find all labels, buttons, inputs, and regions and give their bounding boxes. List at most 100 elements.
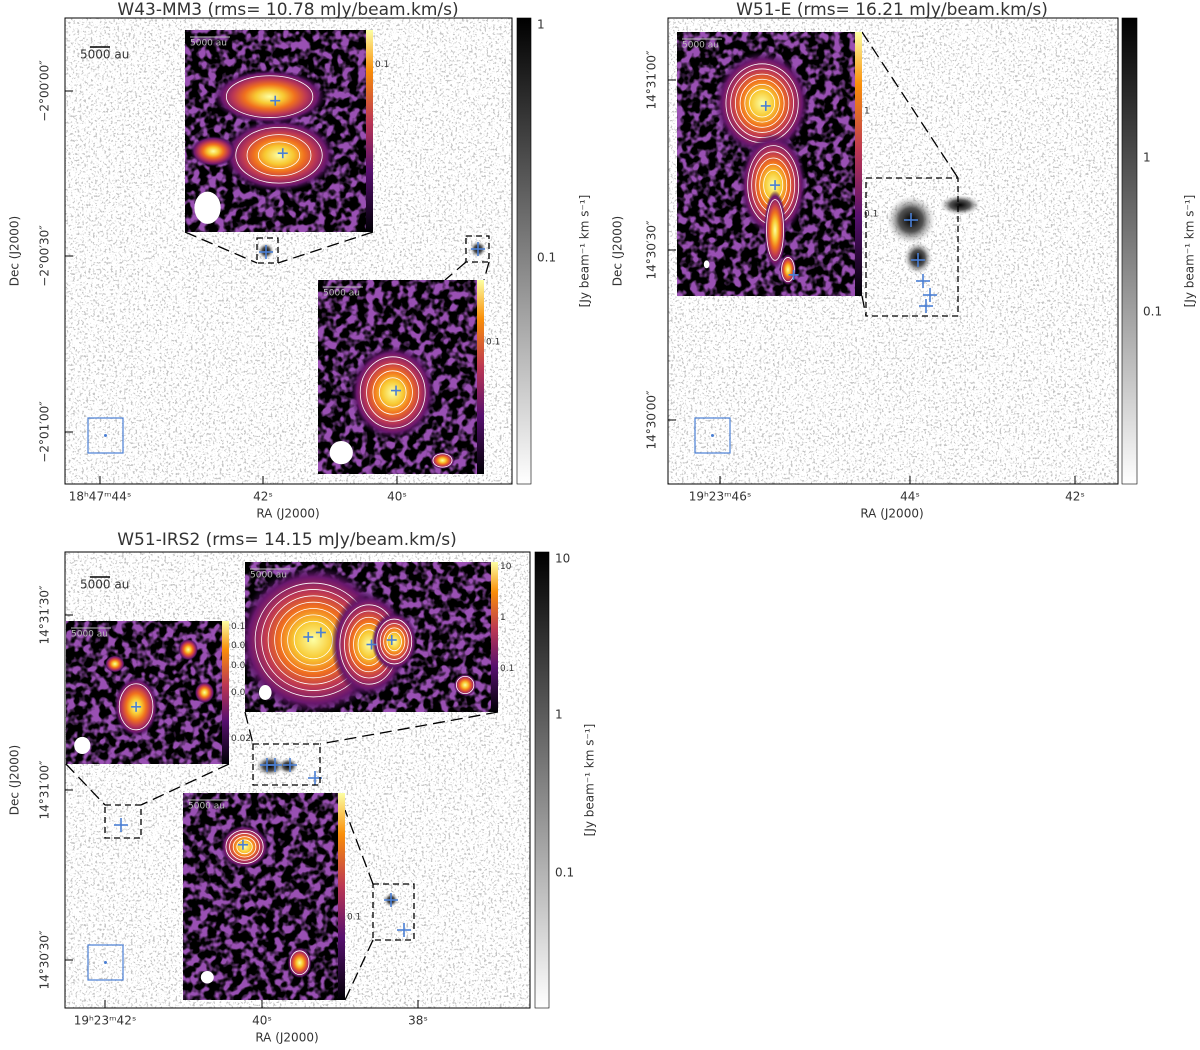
zoom-line bbox=[277, 231, 374, 264]
x-tick-label: 38ˢ bbox=[408, 1014, 428, 1028]
contour bbox=[257, 141, 301, 169]
zoom-line bbox=[483, 261, 490, 281]
y-tick-label: 14°31′30″ bbox=[38, 585, 52, 645]
x-axis-label: RA (J2000) bbox=[256, 507, 319, 521]
beam bbox=[329, 441, 353, 465]
beam bbox=[703, 260, 710, 269]
scale-bar-label: 5000 au bbox=[71, 630, 108, 640]
emission bbox=[453, 673, 477, 697]
colorbar-tick-label: 0.1 bbox=[231, 622, 245, 632]
colorbar-tick-label: 1 bbox=[555, 708, 563, 722]
contour bbox=[236, 839, 253, 855]
inset: 5000 au bbox=[677, 32, 862, 296]
emission bbox=[763, 190, 787, 270]
colorbar-tick-label: 10 bbox=[500, 562, 512, 572]
contour bbox=[744, 84, 780, 123]
contour bbox=[739, 78, 785, 128]
scale-bar-label: 5000 au bbox=[80, 578, 129, 592]
x-axis-label: RA (J2000) bbox=[255, 1031, 318, 1045]
contour bbox=[235, 126, 323, 184]
frame bbox=[64, 551, 531, 1009]
zoom-line bbox=[344, 809, 374, 885]
emission bbox=[213, 69, 326, 124]
contour bbox=[372, 370, 413, 415]
colorbar-tick-label: 0.06 bbox=[231, 661, 251, 671]
inset-colorbar bbox=[855, 32, 862, 296]
colorbar bbox=[534, 551, 550, 1009]
contour bbox=[766, 199, 784, 261]
inset-colorbar bbox=[491, 562, 498, 712]
zoom-line bbox=[344, 939, 374, 1001]
y-tick-label: 14°31′00″ bbox=[645, 50, 659, 110]
y-tick-label: −2°00′30″ bbox=[38, 225, 52, 287]
emission bbox=[714, 51, 810, 155]
contour bbox=[229, 833, 260, 861]
colorbar-tick-label: 0.1 bbox=[375, 60, 389, 70]
inset: 5000 au bbox=[318, 280, 484, 474]
zoom-line bbox=[319, 711, 499, 745]
colorbar-tick-label: 1 bbox=[864, 107, 870, 117]
colorbar-tick-label: 0.1 bbox=[1143, 305, 1162, 319]
emission bbox=[256, 756, 284, 776]
colorbar-tick-label: 0.1 bbox=[486, 338, 500, 348]
zoom-line bbox=[244, 711, 254, 745]
zoom-line bbox=[861, 295, 867, 317]
colorbar-tick-label: 0.1 bbox=[500, 664, 514, 674]
panel: W51-IRS2 (rms= 14.15 mJy/beam.km/s) 10 1 0.… bbox=[8, 530, 597, 1045]
x-tick-label: 19ʰ23ᵐ46ˢ bbox=[689, 490, 752, 504]
inset: 5000 au bbox=[66, 621, 229, 764]
panel-title: W51-E (rms= 16.21 mJy/beam.km/s) bbox=[736, 0, 1048, 20]
beam-box bbox=[87, 944, 124, 981]
y-tick-label: 14°31′00″ bbox=[38, 760, 52, 820]
inset-colorbar bbox=[366, 30, 373, 232]
contour bbox=[118, 683, 154, 731]
scale-bar-label: 5000 au bbox=[188, 802, 225, 812]
x-tick-label: 40ˢ bbox=[387, 490, 407, 504]
contour bbox=[376, 618, 413, 665]
zoom-line bbox=[184, 231, 258, 264]
contour bbox=[359, 356, 426, 429]
inset: 5000 au bbox=[185, 30, 373, 232]
scale-bar-label: 5000 au bbox=[682, 41, 719, 51]
inset-colorbar bbox=[338, 793, 345, 1000]
y-tick-label: −2°01′00″ bbox=[38, 401, 52, 463]
frame bbox=[64, 17, 513, 485]
zoom-line bbox=[444, 261, 467, 281]
contour bbox=[455, 675, 475, 695]
beam bbox=[200, 971, 214, 984]
panel: W51-E (rms= 16.21 mJy/beam.km/s) 1 0.1 [Jy … bbox=[611, 0, 1197, 521]
zoom-box bbox=[372, 883, 415, 941]
emission bbox=[220, 825, 269, 869]
colorbar-tick-label: 0.02 bbox=[231, 734, 251, 744]
y-axis-label: Dec (J2000) bbox=[8, 745, 22, 815]
scale-bar-label: 5000 au bbox=[80, 48, 129, 62]
emission bbox=[430, 451, 455, 470]
colorbar-tick-label: 1 bbox=[537, 18, 545, 32]
colorbar-tick-label: 0.1 bbox=[347, 913, 361, 923]
inset: 5000 au bbox=[183, 793, 345, 1000]
frame bbox=[667, 17, 1119, 485]
colorbar-tick-label: 0.04 bbox=[231, 688, 251, 698]
contour bbox=[379, 623, 409, 660]
panel-title: W51-IRS2 (rms= 14.15 mJy/beam.km/s) bbox=[117, 530, 457, 550]
emission bbox=[278, 758, 298, 774]
emission bbox=[105, 655, 125, 673]
inset: 5000 au bbox=[245, 562, 498, 712]
inset-colorbar bbox=[222, 621, 229, 764]
x-tick-label: 44ˢ bbox=[900, 490, 920, 504]
zoom-line bbox=[65, 763, 106, 806]
emission bbox=[371, 612, 418, 671]
zoom-box bbox=[256, 237, 279, 264]
contour bbox=[386, 631, 402, 652]
colorbar-tick-label: 1 bbox=[500, 613, 506, 623]
emission bbox=[350, 345, 436, 440]
panel-title: W43-MM3 (rms= 10.78 mJy/beam.km/s) bbox=[117, 0, 458, 20]
colorbar-tick-label: 1 bbox=[1143, 151, 1151, 165]
colorbar bbox=[1121, 17, 1138, 485]
scale-bar-label: 5000 au bbox=[190, 39, 227, 49]
zoom-line bbox=[140, 763, 230, 806]
colorbar-label: [Jy beam⁻¹ km s⁻¹] bbox=[583, 724, 597, 837]
emission bbox=[194, 681, 215, 704]
x-axis-label: RA (J2000) bbox=[860, 507, 923, 521]
